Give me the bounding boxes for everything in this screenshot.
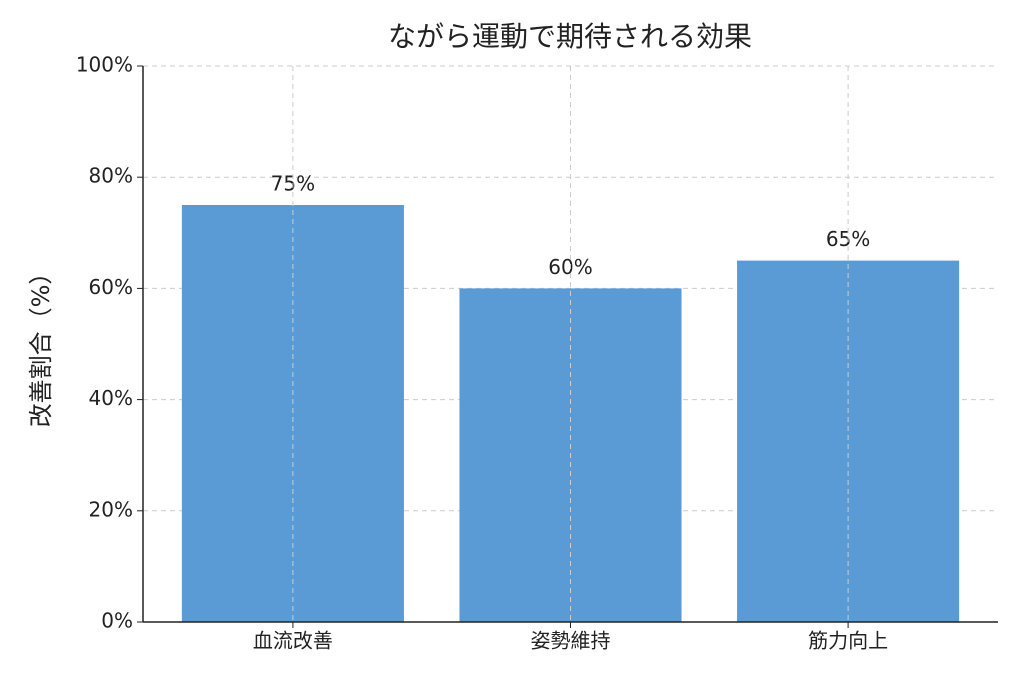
y-tick-label: 20%: [89, 497, 133, 521]
y-tick-label: 0%: [101, 609, 133, 633]
y-tick-label: 80%: [89, 164, 133, 188]
bar: [737, 260, 960, 622]
y-tick-label: 60%: [89, 275, 133, 299]
y-tick-label: 40%: [89, 386, 133, 410]
x-tick-label: 筋力向上: [808, 629, 888, 653]
x-tick-label: 血流改善: [253, 629, 333, 653]
x-tick-label: 姿勢維持: [531, 629, 611, 653]
chart-title: ながら運動で期待される効果: [388, 20, 752, 53]
y-axis-label: 改善割合（%）: [27, 261, 55, 428]
y-tick-label: 100%: [76, 53, 133, 77]
